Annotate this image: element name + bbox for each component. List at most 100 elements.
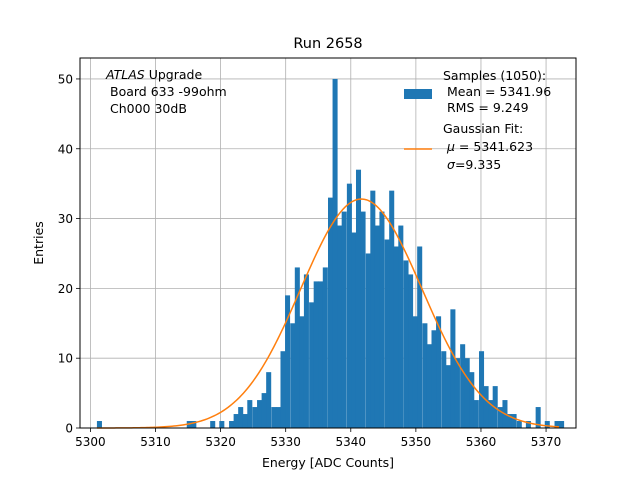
histogram-bar	[479, 351, 485, 428]
histogram-bar	[290, 323, 296, 428]
histogram-bar	[379, 211, 385, 428]
histogram-bar	[412, 316, 418, 428]
histogram-bar	[454, 358, 460, 428]
histogram-bar	[257, 400, 263, 428]
histogram-bar	[384, 239, 390, 428]
plot-area	[79, 57, 577, 429]
histogram-bar	[210, 421, 216, 428]
histogram-bar	[398, 225, 404, 428]
histogram-bar	[219, 421, 225, 428]
histogram-bar	[261, 393, 267, 428]
histogram-bar	[346, 183, 352, 428]
histogram-bar	[313, 281, 319, 428]
histogram-bar	[294, 267, 300, 428]
legend-samples-mean: Mean = 5341.96	[447, 84, 551, 99]
legend-samples-title: Samples (1050):	[443, 68, 546, 83]
x-axis-label: Energy [ADC Counts]	[262, 455, 394, 470]
y-tick-label: 50	[58, 72, 73, 86]
histogram-bar	[464, 358, 470, 428]
histogram-bar	[445, 365, 451, 428]
histogram-bar	[299, 316, 305, 428]
legend-histogram-swatch	[404, 89, 432, 99]
histogram-bar	[328, 197, 334, 428]
histogram-bar	[507, 414, 513, 428]
histogram-bar	[473, 400, 479, 428]
histogram-bar	[408, 274, 414, 428]
histogram-bar	[266, 372, 272, 428]
x-tick-label: 5360	[466, 435, 497, 449]
histogram-bar	[285, 295, 291, 428]
annotation-line-1: ATLAS Upgrade	[105, 67, 202, 82]
y-tick-label: 20	[58, 282, 73, 296]
histogram-bar	[96, 421, 102, 428]
sigma-symbol: σ	[447, 157, 456, 172]
histogram-bar	[511, 414, 517, 428]
histogram-bar	[441, 351, 447, 428]
chart-title: Run 2658	[293, 36, 362, 52]
histogram-bar	[309, 302, 315, 428]
histogram-bar	[355, 169, 362, 428]
histogram-bar	[233, 414, 239, 428]
legend-fit-mu: μ = 5341.623	[446, 139, 533, 154]
histogram-bar	[247, 400, 253, 428]
gaussian-fit-curve	[96, 198, 560, 429]
x-tick-label: 5320	[205, 435, 236, 449]
histogram-bar	[275, 407, 281, 428]
x-tick-label: 5370	[531, 435, 562, 449]
atlas-label: ATLAS	[105, 67, 145, 82]
histogram-bar	[535, 407, 541, 428]
annotation-line-3: Ch000 30dB	[110, 101, 187, 116]
histogram-bar	[374, 225, 380, 428]
histogram-bar	[436, 316, 442, 428]
histogram-bar	[431, 330, 437, 428]
histogram-bar	[280, 351, 286, 428]
histogram-bar	[469, 372, 475, 428]
histogram-bar	[365, 253, 371, 428]
y-tick-label: 10	[58, 352, 73, 366]
histogram-bar	[252, 407, 258, 428]
x-tick-label: 5330	[270, 435, 301, 449]
histogram-bar	[422, 323, 428, 428]
histogram-bar	[544, 421, 550, 428]
histogram-bar	[318, 281, 324, 428]
histogram-bar	[483, 386, 489, 428]
histogram-bar	[460, 344, 466, 428]
histogram-bar	[271, 407, 277, 428]
annotation-line-2: Board 633 -99ohm	[110, 84, 227, 99]
histogram-bar	[238, 407, 244, 428]
histogram-bar	[370, 190, 376, 428]
legend: Samples (1050): Mean = 5341.96 RMS = 9.2…	[404, 68, 551, 172]
histogram-bar	[403, 260, 409, 428]
histogram-bar	[351, 232, 357, 428]
histogram-bar	[332, 78, 338, 429]
histogram-bar	[516, 421, 522, 428]
histogram-bar	[393, 246, 399, 428]
plot-frame	[79, 57, 577, 429]
histogram-bar	[337, 225, 343, 428]
histogram-bar	[559, 421, 565, 428]
legend-samples-rms: RMS = 9.249	[447, 100, 529, 115]
x-axis: 5300 5310 5320 5330 5340 5350 5360 5370	[75, 428, 561, 449]
histogram-bar	[525, 421, 531, 428]
y-axis-label: Entries	[31, 221, 46, 265]
histogram-bar	[554, 421, 560, 428]
histogram-bar	[229, 421, 235, 428]
upgrade-label: Upgrade	[145, 67, 203, 82]
x-tick-label: 5310	[140, 435, 171, 449]
histogram-bar	[360, 211, 366, 428]
histogram-bar	[341, 211, 347, 428]
x-tick-label: 5350	[401, 435, 432, 449]
histogram-bar	[488, 400, 494, 428]
histogram-bar	[242, 414, 248, 428]
y-tick-label: 30	[58, 212, 73, 226]
histogram-bar	[426, 344, 432, 428]
y-axis: 0 10 20 30 40 50	[58, 72, 80, 436]
mu-value: = 5341.623	[455, 139, 533, 154]
histogram-bar	[417, 246, 423, 428]
annotation-text: ATLAS Upgrade Board 633 -99ohm Ch000 30d…	[105, 67, 227, 116]
histogram-bars	[96, 78, 565, 429]
x-tick-label: 5300	[75, 435, 106, 449]
mu-symbol: μ	[446, 139, 455, 154]
sigma-value: =9.335	[455, 157, 501, 172]
